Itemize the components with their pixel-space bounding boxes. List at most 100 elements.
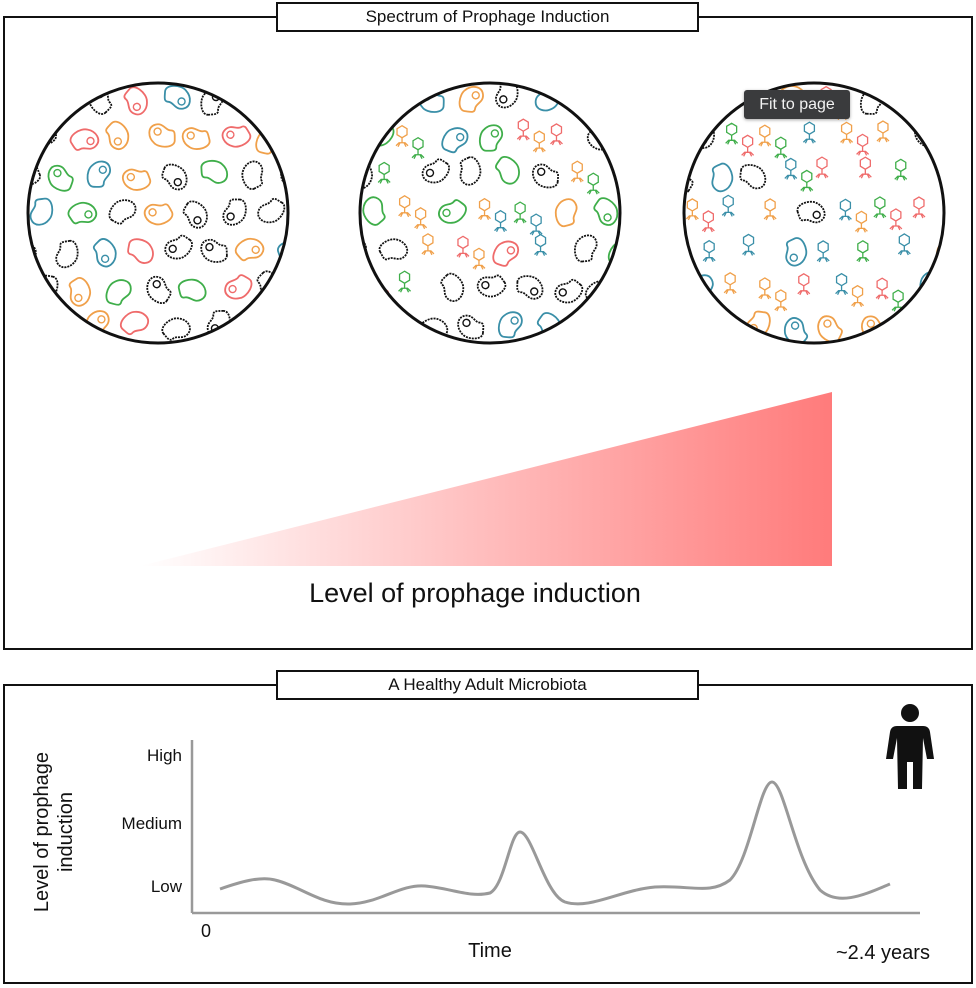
phage	[532, 130, 546, 153]
bacterium	[479, 124, 504, 152]
bacterium	[554, 198, 578, 227]
phage	[472, 247, 486, 270]
bacterium	[492, 240, 520, 267]
phage	[741, 134, 755, 157]
bacterium	[222, 198, 247, 226]
bacterium	[783, 317, 809, 343]
bacterium	[817, 315, 843, 343]
phage	[702, 239, 716, 262]
bacterium	[554, 278, 584, 304]
spectrum-title: Spectrum of Prophage Induction	[276, 2, 699, 32]
phage	[840, 121, 854, 144]
phage	[395, 124, 409, 148]
bacterium	[241, 160, 264, 190]
bacterium	[164, 234, 193, 260]
phage	[550, 123, 563, 146]
phage	[858, 156, 872, 179]
gradient-label: Level of prophage induction	[309, 578, 641, 608]
phage	[875, 277, 889, 300]
phage	[763, 198, 777, 221]
phage	[529, 213, 543, 236]
bacterium	[161, 317, 191, 341]
phage	[742, 233, 755, 256]
bacterium	[739, 164, 767, 190]
induction-gradient	[140, 392, 832, 566]
dish-rim-medium	[358, 81, 622, 345]
bacterium	[421, 158, 451, 184]
bacterium	[440, 272, 465, 302]
bacterium	[200, 238, 228, 263]
phage	[774, 136, 788, 159]
phage	[873, 196, 887, 219]
x-axis-start: 0	[201, 921, 212, 941]
bacterium	[362, 196, 386, 226]
bacterium	[574, 234, 598, 263]
person-icon	[886, 704, 934, 789]
bacterium	[181, 127, 211, 150]
bacterium	[47, 164, 74, 192]
phage	[398, 270, 412, 293]
bacterium	[69, 128, 100, 151]
phage	[856, 240, 870, 263]
bacterium	[92, 238, 117, 268]
bacterium	[441, 127, 469, 154]
phage	[478, 197, 491, 220]
phage	[774, 289, 788, 312]
x-axis-end: ~2.4 years	[836, 942, 930, 964]
bacterium	[55, 240, 79, 269]
phage	[816, 240, 830, 263]
bacterium	[161, 163, 188, 191]
bacterium	[178, 278, 207, 302]
bacterium	[257, 197, 286, 224]
bacterium	[711, 162, 734, 193]
bacterium	[495, 156, 520, 185]
phage	[411, 136, 425, 160]
phage	[534, 233, 548, 256]
phage	[377, 161, 391, 184]
phage	[758, 277, 772, 300]
bacterium	[224, 274, 253, 300]
bacterium	[105, 279, 132, 306]
phage	[835, 272, 849, 295]
phage	[897, 233, 911, 256]
phage	[721, 194, 735, 217]
bacterium	[123, 86, 148, 116]
phage	[851, 284, 865, 307]
bacterium	[796, 200, 826, 224]
bacterium	[221, 125, 252, 148]
phage	[894, 158, 908, 181]
phage	[876, 120, 890, 143]
bacterium	[68, 277, 92, 307]
bacterium	[457, 314, 485, 340]
bacterium	[121, 168, 152, 191]
phage	[398, 195, 412, 218]
bacterium	[785, 237, 808, 267]
phage	[784, 157, 798, 180]
phage	[758, 124, 772, 147]
bacterium	[200, 159, 229, 184]
bacterium	[516, 275, 544, 300]
phage	[912, 196, 926, 219]
tick-medium: Medium	[121, 814, 182, 833]
phage	[889, 208, 903, 231]
microbiota-title: A Healthy Adult Microbiota	[276, 670, 699, 700]
dish-rim-low	[26, 81, 290, 345]
bacterium	[532, 163, 559, 189]
phage	[586, 172, 600, 195]
phage	[516, 118, 530, 141]
phage	[802, 121, 816, 144]
phage	[815, 156, 829, 179]
bacterium	[234, 237, 265, 262]
phage	[456, 235, 470, 258]
bacterium	[143, 203, 174, 226]
tick-low: Low	[150, 877, 182, 896]
bacterium	[108, 199, 137, 225]
bacterium	[497, 311, 523, 339]
phage	[838, 198, 852, 221]
phage	[685, 198, 699, 221]
bacterium	[67, 201, 98, 225]
tick-high: High	[147, 746, 182, 765]
bacterium	[146, 275, 172, 304]
bacterium	[148, 123, 176, 148]
dish-rim-high	[682, 81, 946, 345]
